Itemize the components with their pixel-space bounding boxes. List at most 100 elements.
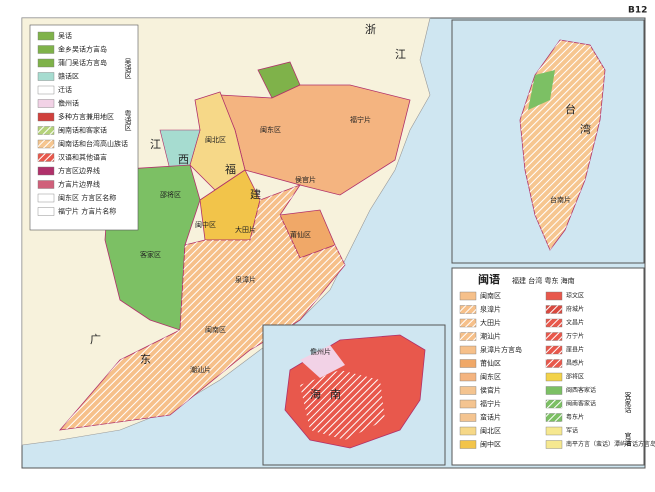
legend-swatch <box>545 426 563 436</box>
map-label: 湾 <box>580 122 591 136</box>
map-label: 西 <box>178 153 189 166</box>
legend-swatch <box>459 440 477 449</box>
legend-label: 南平方言（蛮话）潭屿官话方言岛 <box>566 440 655 448</box>
legend-label: 闽中区 <box>480 440 501 449</box>
legend-swatch <box>545 372 563 382</box>
legend-label: 潮汕片 <box>480 332 501 341</box>
legend-label: 多种方言兼用地区 <box>58 112 114 121</box>
legend-swatch-hatch <box>38 153 54 162</box>
legend-label: 闽东区 <box>480 372 501 381</box>
legend-label: 闽西客家话 <box>566 386 596 394</box>
legend-label: 大田片 <box>480 318 501 327</box>
legend-label: 赣话区 <box>58 72 79 81</box>
map-label: 江 <box>395 48 406 61</box>
legend-swatch-hatch <box>546 346 562 354</box>
legend-swatch <box>37 207 55 216</box>
legend-label: 军话 <box>566 427 578 435</box>
map-label: 浙 <box>365 23 376 36</box>
legend-swatch-hatch <box>460 319 476 327</box>
legend-label: 琼文区 <box>566 292 584 300</box>
legend-label: 邵将区 <box>566 373 584 381</box>
legend-swatch-hatch <box>546 413 562 422</box>
page-code: B12 <box>628 6 647 16</box>
legend-swatch <box>545 291 563 301</box>
map-label: 闽中区 <box>195 220 216 229</box>
legend-swatch <box>459 426 477 436</box>
legend-swatch-hatch <box>546 319 562 327</box>
legend-swatch <box>37 99 55 108</box>
legend-label: 儋州话 <box>58 99 79 108</box>
legend-swatch <box>37 31 55 41</box>
legend-label: 金乡吴话方言岛 <box>58 45 107 54</box>
map-label: 邵将区 <box>160 190 181 199</box>
map-label: 东 <box>140 353 151 366</box>
legend-label: 闽北区 <box>480 427 501 435</box>
map-label: 客家区 <box>140 250 161 259</box>
map-label: 台南片 <box>550 195 571 204</box>
map-label: 潮汕片 <box>190 365 211 374</box>
legend-swatch <box>37 45 55 54</box>
legend-swatch <box>459 291 477 301</box>
legend-label: 蛮话片 <box>480 413 501 422</box>
legend-swatch-hatch <box>546 332 562 341</box>
legend-swatch-hatch <box>460 305 476 314</box>
legend-swatch-hatch <box>546 305 562 314</box>
map-label: 侯官片 <box>295 175 316 184</box>
legend-label: 迁话 <box>58 85 72 94</box>
map-label: 台 <box>565 102 576 116</box>
legend-swatch-hatch <box>38 126 54 135</box>
legend-swatch <box>459 345 477 355</box>
legend-swatch-hatch <box>38 140 54 148</box>
legend-swatch-hatch <box>546 359 562 368</box>
map-label: 建 <box>250 187 261 201</box>
legend-label: 莆仙区 <box>480 359 501 368</box>
legend-label: 闽东区 方言区名称 <box>58 193 116 202</box>
legend-swatch <box>37 193 55 203</box>
map-label: 儋州片 <box>310 347 331 356</box>
taiwan-hakka <box>528 70 555 110</box>
legend-label: 泉漳片方言岛 <box>480 345 522 354</box>
legend-swatch-hatch <box>546 400 562 408</box>
legend-label: 吴话 <box>58 31 72 40</box>
map-label: 莆仙区 <box>290 230 311 239</box>
legend-subtitle: 福建 台湾 粤东 海南 <box>512 276 575 285</box>
map-label: 南 <box>330 388 341 401</box>
map-label: 闽南区 <box>205 325 226 334</box>
legend-label: 文昌片 <box>566 319 584 327</box>
map-label: 泉漳片 <box>235 275 256 284</box>
map-label: 福 <box>225 162 236 176</box>
map-label: 闽北区 <box>205 136 226 144</box>
legend-swatch <box>459 372 477 382</box>
legend-group: 官话 <box>624 431 632 447</box>
legend-label: 闽南区 <box>480 291 501 300</box>
legend-label: 府城片 <box>566 305 584 313</box>
legend-label: 粤东片 <box>566 413 584 421</box>
legend-swatch <box>37 112 55 122</box>
legend-label: 方言区边界线 <box>58 166 100 175</box>
legend-swatch <box>459 359 477 368</box>
map-label: 福宁片 <box>350 115 371 124</box>
legend-swatch <box>37 58 55 68</box>
legend-label: 泉漳片 <box>480 305 501 314</box>
map-label: 广 <box>90 333 101 346</box>
legend-label: 汉语和其他语言 <box>58 153 107 162</box>
legend-group: 粤语区 <box>124 109 132 131</box>
minnan-hatch <box>60 185 345 430</box>
map-label: 大田片 <box>235 225 256 234</box>
legend-label: 闽南话和客家话 <box>58 126 107 135</box>
hainan-hatch <box>300 370 385 440</box>
legend-label: 福宁片 方言片名称 <box>58 207 116 216</box>
legend-label: 闽南话和台湾高山族话 <box>58 139 128 148</box>
legend-swatch <box>37 85 55 95</box>
legend-label: 崖县片 <box>566 346 584 354</box>
legend-label: 闽南客家话 <box>566 400 596 408</box>
legend-label: 蒲门吴话方言岛 <box>58 58 107 67</box>
legend-group: 吴语区 <box>124 58 132 79</box>
legend-title: 闽语 <box>478 272 500 286</box>
legend-swatch <box>545 386 563 395</box>
legend-label: 侯官片 <box>480 386 501 395</box>
legend-swatch <box>459 399 477 409</box>
legend-swatch-hatch <box>460 332 476 341</box>
legend-swatch <box>459 386 477 395</box>
